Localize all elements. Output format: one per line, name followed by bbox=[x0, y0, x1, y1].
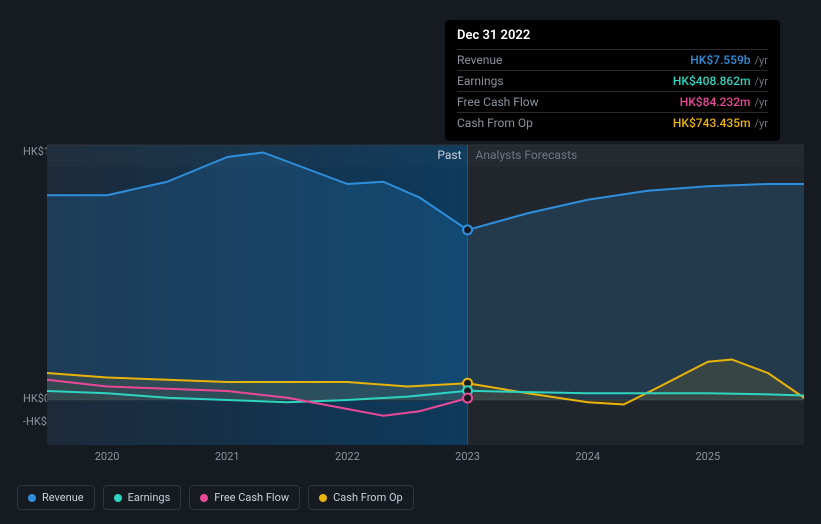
tooltip-row-label: Earnings bbox=[457, 74, 504, 88]
tooltip-row-value: HK$408.862m bbox=[673, 74, 751, 88]
x-axis-tick-label: 2025 bbox=[695, 450, 720, 463]
tooltip-row-value: HK$84.232m bbox=[680, 95, 751, 109]
tooltip-row: Earnings HK$408.862m/yr bbox=[457, 70, 768, 91]
legend-item-label: Earnings bbox=[128, 491, 171, 504]
legend-item-label: Cash From Op bbox=[333, 491, 403, 504]
tooltip-row: Revenue HK$7.559b/yr bbox=[457, 49, 768, 70]
section-past-label: Past bbox=[437, 148, 461, 162]
tooltip-rows: Revenue HK$7.559b/yr Earnings HK$408.862m/y… bbox=[457, 49, 768, 133]
legend-item-label: Revenue bbox=[42, 491, 84, 504]
tooltip-row-unit: /yr bbox=[755, 54, 768, 67]
x-axis-tick-label: 2024 bbox=[575, 450, 600, 463]
chart-tooltip: Dec 31 2022 Revenue HK$7.559b/yr Earnings H… bbox=[445, 20, 780, 141]
tooltip-row-unit: /yr bbox=[755, 75, 768, 88]
legend-item[interactable]: Free Cash Flow bbox=[189, 485, 300, 510]
section-forecast-label: Analysts Forecasts bbox=[476, 148, 578, 162]
x-axis-labels: 2020 2021 2022 2023 2024 2025 bbox=[47, 450, 804, 468]
x-axis-tick-label: 2020 bbox=[95, 450, 120, 463]
tooltip-row: Free Cash Flow HK$84.232m/yr bbox=[457, 91, 768, 112]
tooltip-row-unit: /yr bbox=[755, 117, 768, 130]
chart-container: Dec 31 2022 Revenue HK$7.559b/yr Earnings H… bbox=[17, 0, 804, 524]
tooltip-row: Cash From Op HK$743.435m/yr bbox=[457, 112, 768, 133]
tooltip-date: Dec 31 2022 bbox=[457, 28, 768, 49]
chart-legend: Revenue Earnings Free Cash Flow Cash From O… bbox=[17, 485, 414, 510]
legend-dot-icon bbox=[28, 494, 36, 502]
line-chart-svg bbox=[47, 130, 804, 445]
tooltip-row-value: HK$7.559b bbox=[690, 53, 750, 67]
tooltip-row-value: HK$743.435m bbox=[673, 116, 751, 130]
legend-dot-icon bbox=[114, 494, 122, 502]
tooltip-row-label: Revenue bbox=[457, 53, 502, 67]
x-axis-tick-label: 2023 bbox=[455, 450, 480, 463]
legend-item-label: Free Cash Flow bbox=[214, 491, 289, 504]
tooltip-row-label: Cash From Op bbox=[457, 116, 533, 130]
legend-dot-icon bbox=[200, 494, 208, 502]
tooltip-row-label: Free Cash Flow bbox=[457, 95, 539, 109]
legend-dot-icon bbox=[319, 494, 327, 502]
legend-item[interactable]: Cash From Op bbox=[308, 485, 414, 510]
x-axis-tick-label: 2021 bbox=[215, 450, 240, 463]
legend-item[interactable]: Revenue bbox=[17, 485, 95, 510]
x-axis-tick-label: 2022 bbox=[335, 450, 360, 463]
section-labels: Past Analysts Forecasts bbox=[17, 148, 804, 170]
legend-item[interactable]: Earnings bbox=[103, 485, 182, 510]
tooltip-row-unit: /yr bbox=[755, 96, 768, 109]
